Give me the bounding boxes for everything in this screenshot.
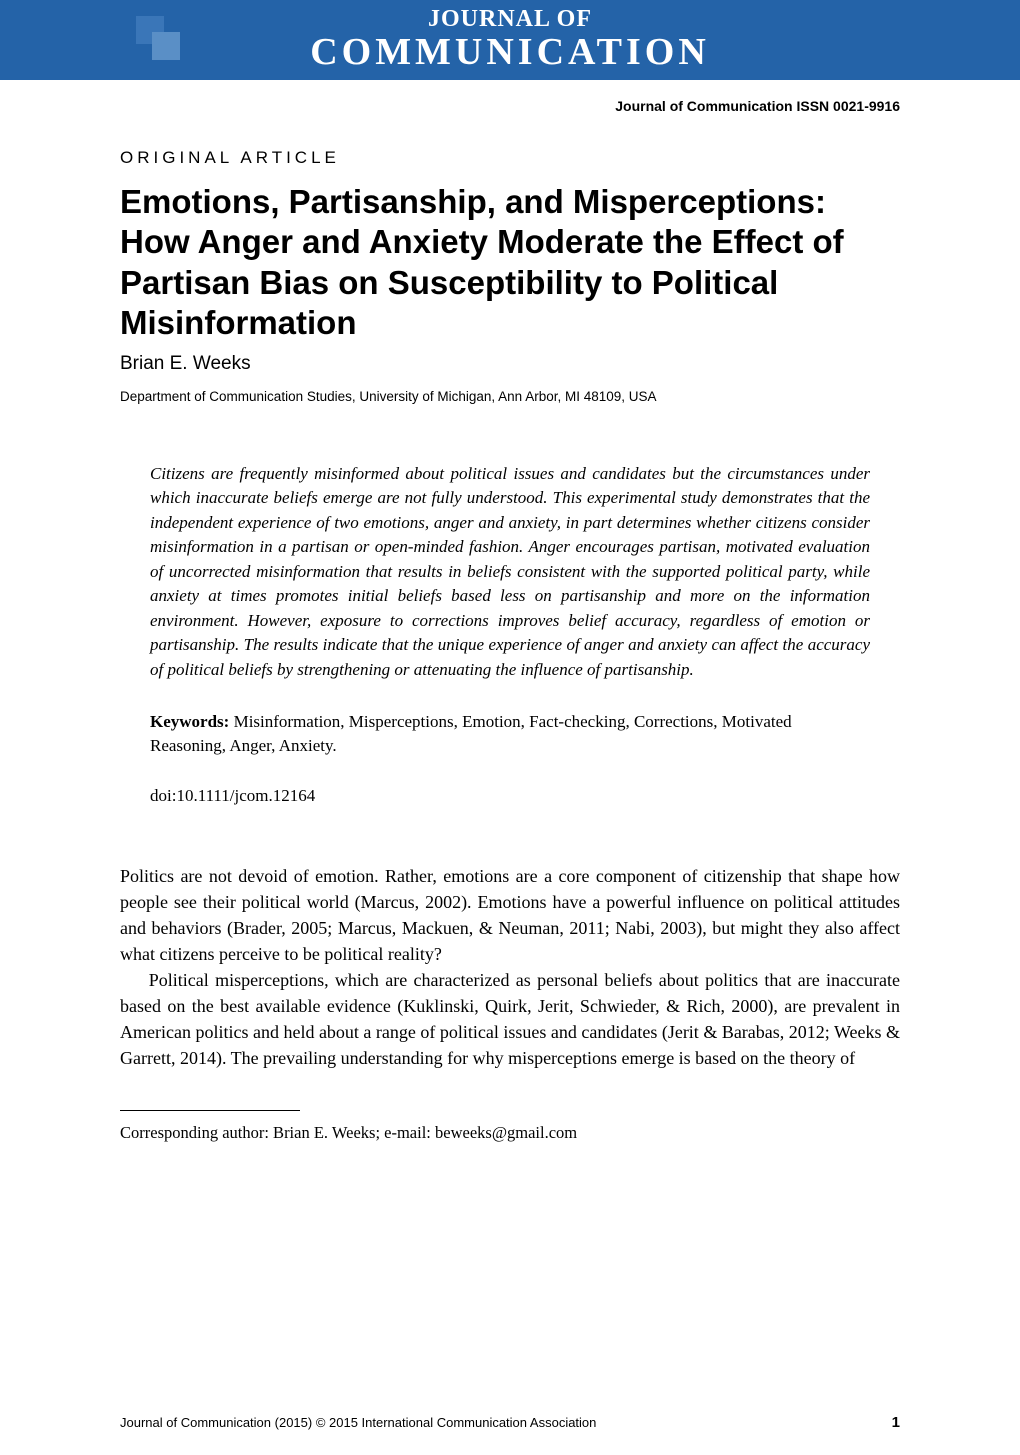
page-footer: Journal of Communication (2015) © 2015 I…	[120, 1414, 900, 1431]
banner-line-2: COMMUNICATION	[310, 33, 710, 73]
page-content: Journal of Communication ISSN 0021-9916 …	[0, 80, 1020, 1184]
journal-banner: JOURNAL OF COMMUNICATION	[0, 0, 1020, 80]
footnote-rule	[120, 1110, 300, 1111]
keywords-text: Misinformation, Misperceptions, Emotion,…	[150, 712, 792, 755]
issn-line: Journal of Communication ISSN 0021-9916	[120, 98, 900, 114]
banner-line-1: JOURNAL OF	[310, 7, 710, 32]
author-name: Brian E. Weeks	[120, 353, 900, 375]
author-affiliation: Department of Communication Studies, Uni…	[120, 389, 900, 404]
banner-decoration	[130, 10, 190, 70]
keywords: Keywords: Misinformation, Misperceptions…	[150, 710, 870, 758]
doi: doi:10.1111/jcom.12164	[150, 786, 870, 806]
page-number: 1	[892, 1414, 900, 1431]
journal-title: JOURNAL OF COMMUNICATION	[310, 7, 710, 72]
footer-copyright: Journal of Communication (2015) © 2015 I…	[120, 1415, 596, 1430]
body-paragraph-1: Politics are not devoid of emotion. Rath…	[120, 864, 900, 968]
article-type: ORIGINAL ARTICLE	[120, 148, 900, 168]
body-paragraph-2: Political misperceptions, which are char…	[120, 968, 900, 1072]
article-title: Emotions, Partisanship, and Misperceptio…	[120, 182, 900, 343]
keywords-label: Keywords:	[150, 712, 229, 731]
corresponding-author-footnote: Corresponding author: Brian E. Weeks; e-…	[120, 1121, 900, 1144]
abstract: Citizens are frequently misinformed abou…	[150, 462, 870, 682]
